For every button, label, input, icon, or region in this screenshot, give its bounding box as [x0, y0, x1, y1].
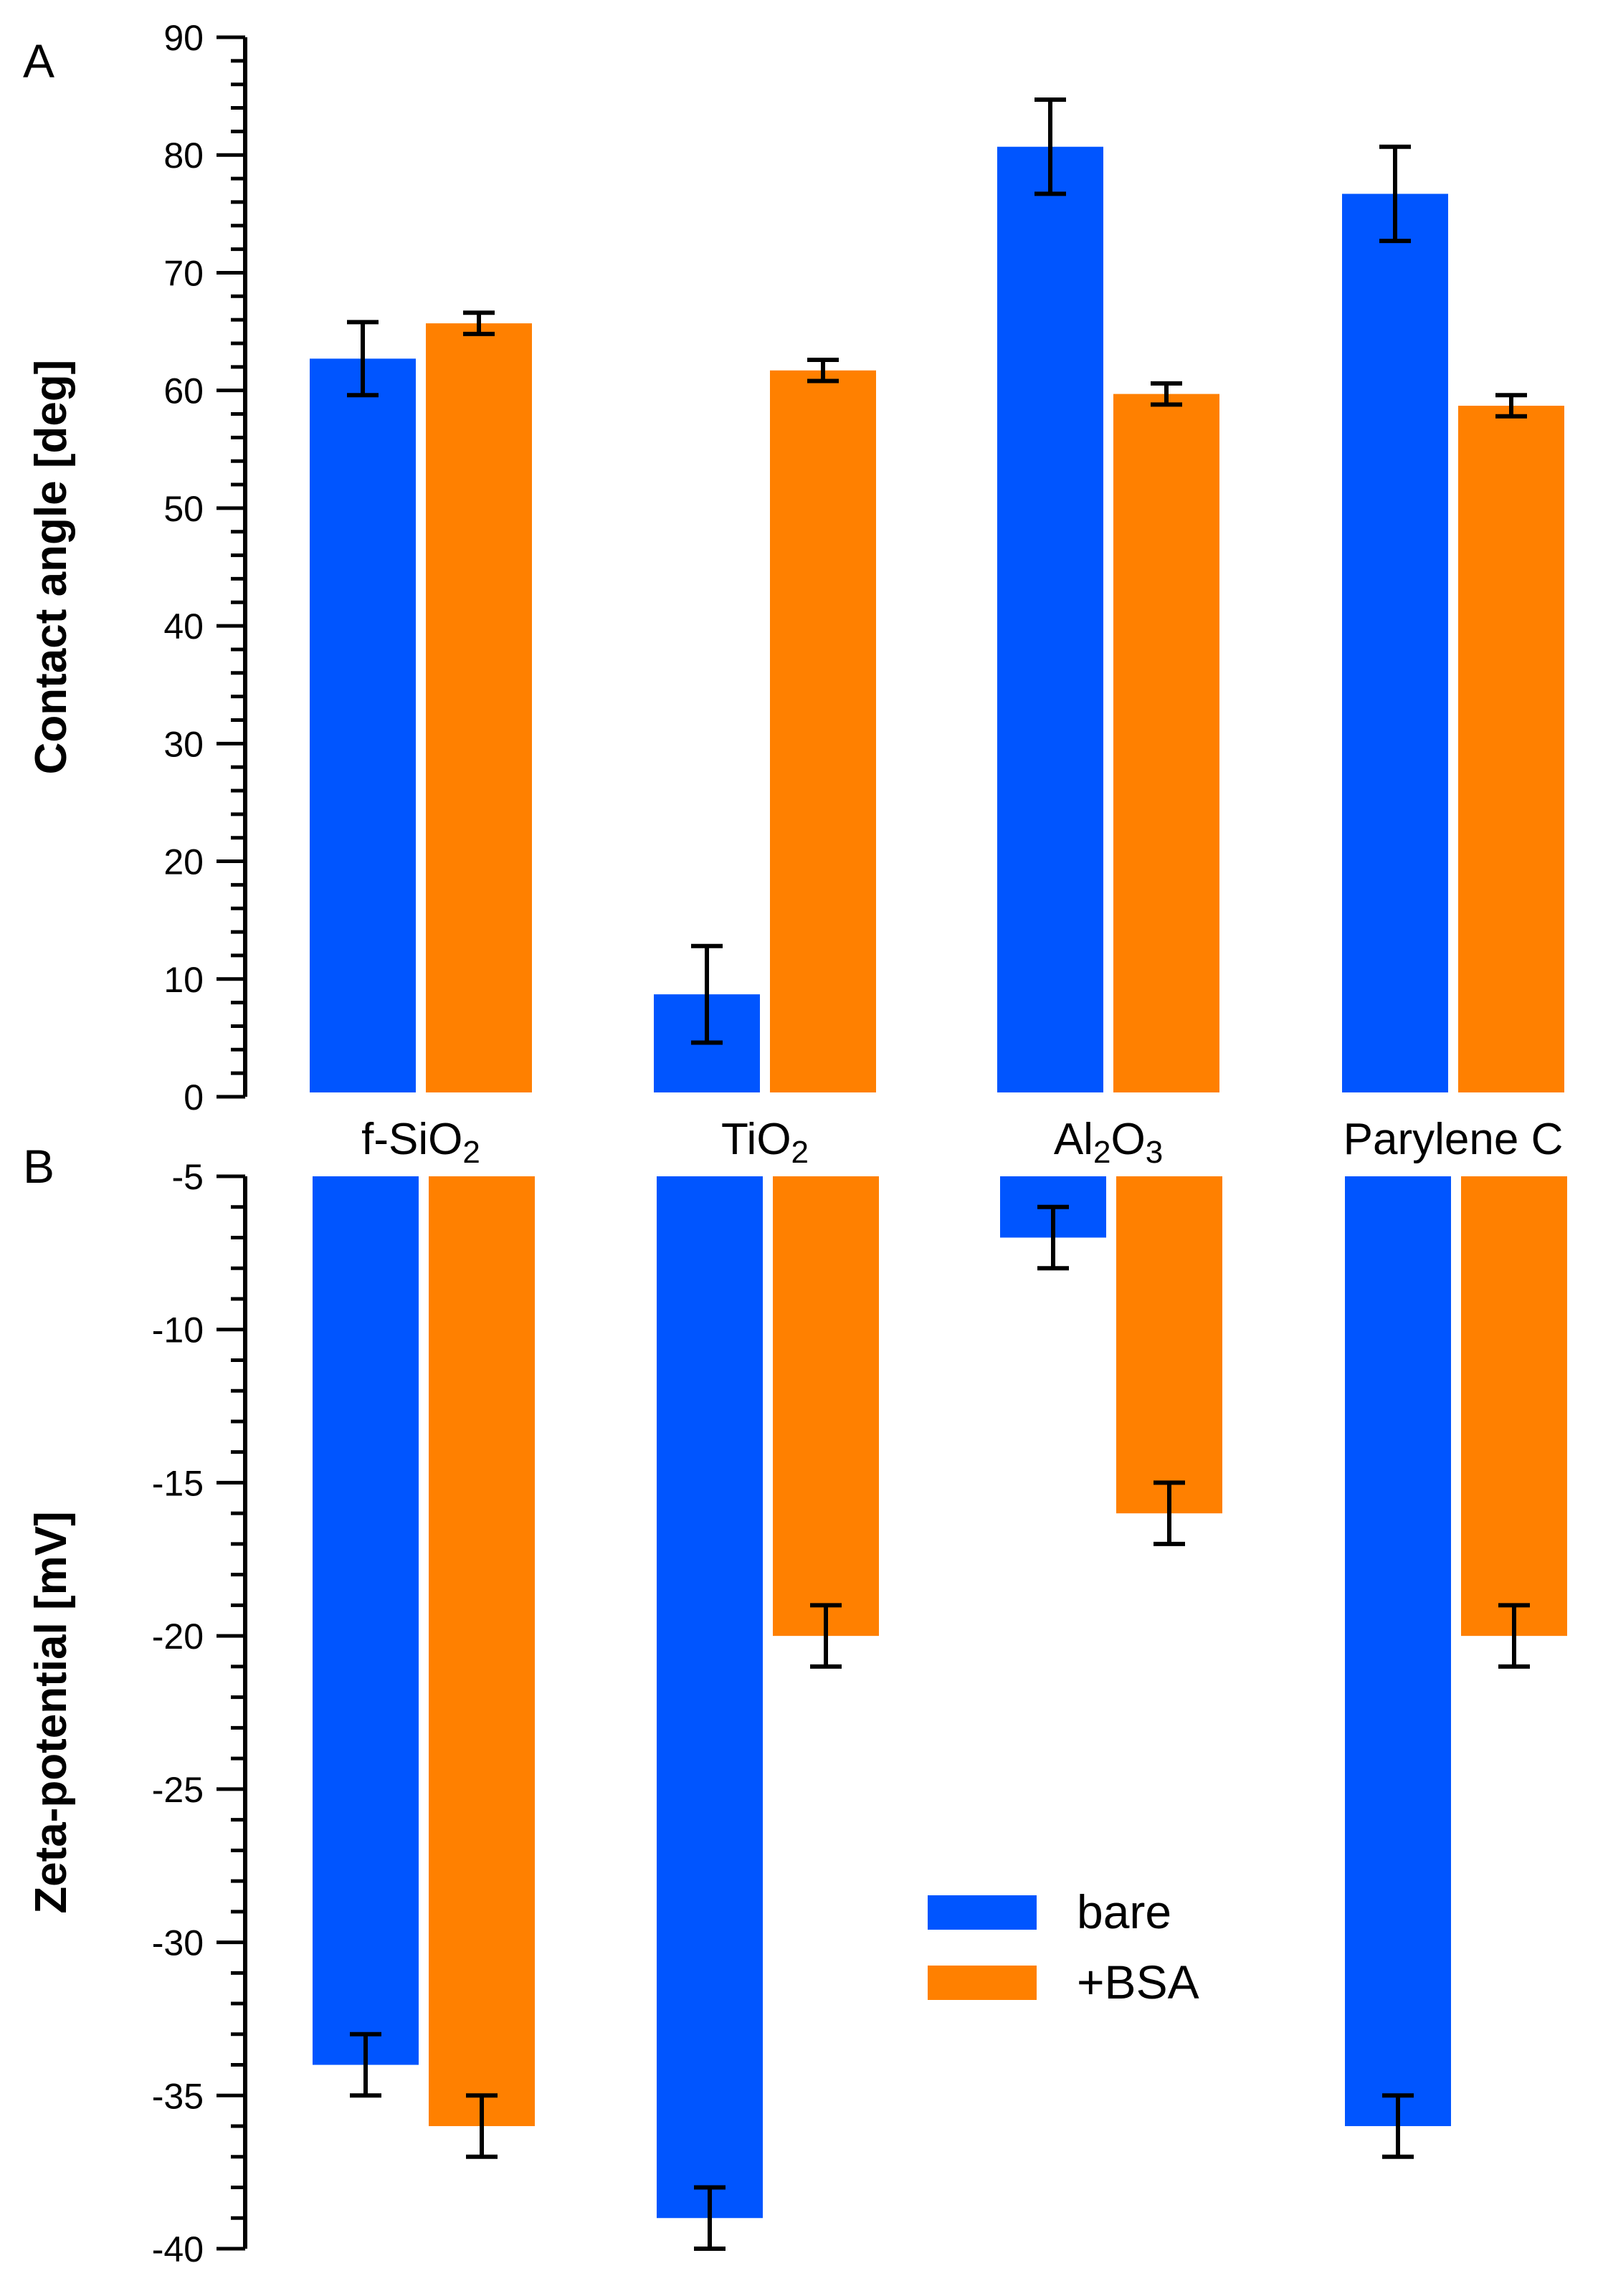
bar-b-bsa-0 [429, 1176, 535, 2127]
legend-swatch-bsa [928, 1966, 1037, 2000]
y-axis-title-a: Contact angle [deg] [27, 360, 76, 775]
errorbar-a-bsa-0 [463, 310, 495, 336]
tick-label-b: -40 [152, 2229, 204, 2269]
tick-label-a: 40 [163, 606, 204, 647]
tick-label-b: -10 [152, 1310, 204, 1351]
y-axis-title-b: Zeta-potential [mV] [27, 1511, 76, 1913]
panel-label-a: A [23, 34, 54, 87]
errorbar-a-bsa-2 [1151, 381, 1182, 407]
category-label-3: Parylene C [1343, 1115, 1564, 1164]
errorbar-a-bare-3 [1379, 144, 1411, 244]
tick-label-b: -35 [152, 2076, 204, 2116]
errorbar-a-bare-0 [347, 320, 379, 398]
tick-label-b: -20 [152, 1616, 204, 1657]
errorbar-a-bsa-3 [1495, 393, 1527, 419]
tick-label-a: 80 [163, 135, 204, 176]
tick-label-b: -15 [152, 1463, 204, 1503]
bar-a-bsa-2 [1113, 394, 1219, 1092]
panel-a-contact-angle: 0 10 20 30 40 50 60 70 80 90 Contact angle [deg] Af… [23, 18, 1564, 1170]
bar-a-bare-3 [1342, 194, 1448, 1093]
legend-label-bare: bare [1077, 1885, 1171, 1938]
category-label-1: TiO2 [721, 1115, 809, 1170]
legend-label-bsa: +BSA [1077, 1956, 1199, 2009]
tick-label-a: 0 [184, 1077, 204, 1118]
errorbar-b-bare-3 [1382, 2093, 1414, 2159]
bar-b-bsa-1 [773, 1176, 879, 1637]
errorbar-b-bsa-0 [466, 2093, 498, 2159]
errorbar-b-bsa-3 [1498, 1603, 1530, 1669]
errorbar-a-bare-1 [691, 943, 723, 1045]
bar-b-bare-1 [657, 1176, 763, 2219]
errorbar-b-bare-2 [1037, 1204, 1069, 1271]
tick-label-a: 60 [163, 371, 204, 411]
errorbar-a-bare-2 [1034, 97, 1066, 196]
category-label-0: f-SiO2 [361, 1115, 480, 1170]
tick-label-a: 90 [163, 18, 204, 58]
legend-swatch-bare [928, 1895, 1037, 1930]
tick-label-b: -5 [172, 1157, 204, 1197]
tick-label-b: -30 [152, 1923, 204, 1963]
errorbar-b-bsa-2 [1154, 1480, 1185, 1546]
bar-b-bsa-3 [1461, 1176, 1567, 1637]
tick-label-b: -25 [152, 1770, 204, 1810]
tick-label-a: 70 [163, 253, 204, 293]
errorbar-a-bsa-1 [807, 357, 839, 384]
bar-b-bare-3 [1345, 1176, 1451, 2127]
category-label-2: Al2O3 [1054, 1115, 1163, 1170]
bar-a-bare-2 [997, 146, 1103, 1092]
errorbar-b-bare-0 [350, 2031, 381, 2098]
bar-a-bsa-1 [770, 370, 876, 1092]
errorbar-b-bsa-1 [810, 1603, 842, 1669]
errorbar-b-bare-1 [694, 2185, 726, 2251]
legend: bare +BSA [928, 1885, 1199, 2009]
bar-b-bsa-2 [1116, 1176, 1222, 1514]
bar-a-bsa-0 [426, 323, 532, 1092]
panel-b-zeta-potential: -40 -35 -30 -25 -20 -15 -10 -5 Zeta-potential [m… [23, 1140, 1567, 2269]
tick-label-a: 30 [163, 724, 204, 764]
tick-label-a: 20 [163, 842, 204, 882]
bar-a-bare-0 [310, 358, 416, 1092]
tick-label-a: 50 [163, 489, 204, 529]
bar-a-bsa-3 [1458, 406, 1564, 1092]
bar-b-bare-0 [313, 1176, 419, 2065]
tick-label-a: 10 [163, 960, 204, 1000]
panel-label-b: B [23, 1140, 54, 1193]
